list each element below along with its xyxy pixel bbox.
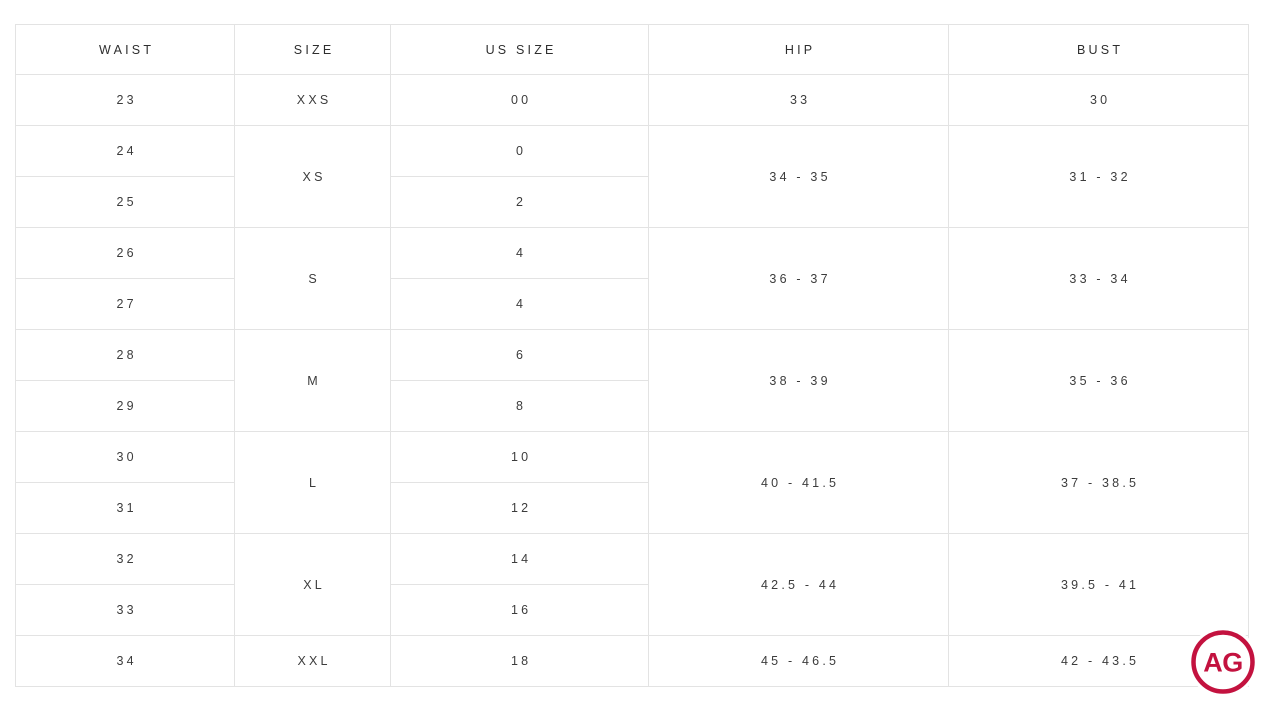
table-row: 32 XL 14 42.5 - 44 39.5 - 41 (15, 533, 1249, 636)
cell-hip: 40 - 41.5 (648, 431, 949, 534)
cell-bust: 31 - 32 (948, 125, 1249, 228)
cell-waist: 24 (15, 125, 235, 177)
column-header-us-size: US SIZE (390, 24, 649, 75)
cell-us-size: 14 (390, 533, 649, 585)
table-row: 34 XXL 18 45 - 46.5 42 - 43.5 (15, 635, 1249, 687)
cell-waist: 26 (15, 227, 235, 279)
column-header-size: SIZE (234, 24, 391, 75)
cell-size: M (234, 329, 391, 432)
cell-size: XS (234, 125, 391, 228)
cell-waist: 29 (15, 380, 235, 432)
table-row: 33 16 (15, 584, 1249, 636)
cell-size: XL (234, 533, 391, 636)
cell-us-size: 18 (390, 635, 649, 687)
cell-size: XXL (234, 635, 391, 687)
cell-us-size: 16 (390, 584, 649, 636)
cell-us-size: 2 (390, 176, 649, 228)
table-row: 29 8 (15, 380, 1249, 432)
cell-bust: 33 - 34 (948, 227, 1249, 330)
cell-bust: 30 (948, 74, 1249, 126)
cell-waist: 33 (15, 584, 235, 636)
table-row: 24 XS 0 34 - 35 31 - 32 (15, 125, 1249, 228)
cell-hip: 33 (648, 74, 949, 126)
cell-waist: 28 (15, 329, 235, 381)
column-header-waist: WAIST (15, 24, 235, 75)
cell-bust: 39.5 - 41 (948, 533, 1249, 636)
cell-size: S (234, 227, 391, 330)
cell-bust: 37 - 38.5 (948, 431, 1249, 534)
column-header-hip: HIP (648, 24, 949, 75)
header-row: WAIST SIZE US SIZE HIP BUST (15, 24, 1249, 75)
table-body: 23 XXS 00 33 30 24 XS 0 34 - 35 31 - 32 25 2 26 S 4 36 … (15, 74, 1249, 687)
cell-hip: 36 - 37 (648, 227, 949, 330)
cell-hip: 42.5 - 44 (648, 533, 949, 636)
cell-hip: 34 - 35 (648, 125, 949, 228)
table-row: 25 2 (15, 176, 1249, 228)
cell-waist: 25 (15, 176, 235, 228)
cell-us-size: 4 (390, 227, 649, 279)
cell-bust: 35 - 36 (948, 329, 1249, 432)
cell-us-size: 6 (390, 329, 649, 381)
cell-hip: 45 - 46.5 (648, 635, 949, 687)
cell-us-size: 8 (390, 380, 649, 432)
table-row: 31 12 (15, 482, 1249, 534)
table-row: 23 XXS 00 33 30 (15, 74, 1249, 126)
table-row: 28 M 6 38 - 39 35 - 36 (15, 329, 1249, 432)
cell-size: XXS (234, 74, 391, 126)
column-header-bust: BUST (948, 24, 1249, 75)
svg-text:AG: AG (1203, 648, 1243, 678)
cell-us-size: 10 (390, 431, 649, 483)
ag-logo: AG (1188, 627, 1258, 697)
cell-size: L (234, 431, 391, 534)
cell-waist: 32 (15, 533, 235, 585)
cell-waist: 30 (15, 431, 235, 483)
cell-us-size: 4 (390, 278, 649, 330)
cell-us-size: 00 (390, 74, 649, 126)
cell-waist: 27 (15, 278, 235, 330)
table-row: 27 4 (15, 278, 1249, 330)
cell-hip: 38 - 39 (648, 329, 949, 432)
cell-us-size: 12 (390, 482, 649, 534)
cell-waist: 34 (15, 635, 235, 687)
table-row: 26 S 4 36 - 37 33 - 34 (15, 227, 1249, 330)
table-header: WAIST SIZE US SIZE HIP BUST (15, 24, 1249, 75)
size-chart-table: WAIST SIZE US SIZE HIP BUST 23 XXS 00 33 30 2… (15, 24, 1249, 687)
cell-waist: 23 (15, 74, 235, 126)
cell-us-size: 0 (390, 125, 649, 177)
cell-waist: 31 (15, 482, 235, 534)
table-row: 30 L 10 40 - 41.5 37 - 38.5 (15, 431, 1249, 534)
